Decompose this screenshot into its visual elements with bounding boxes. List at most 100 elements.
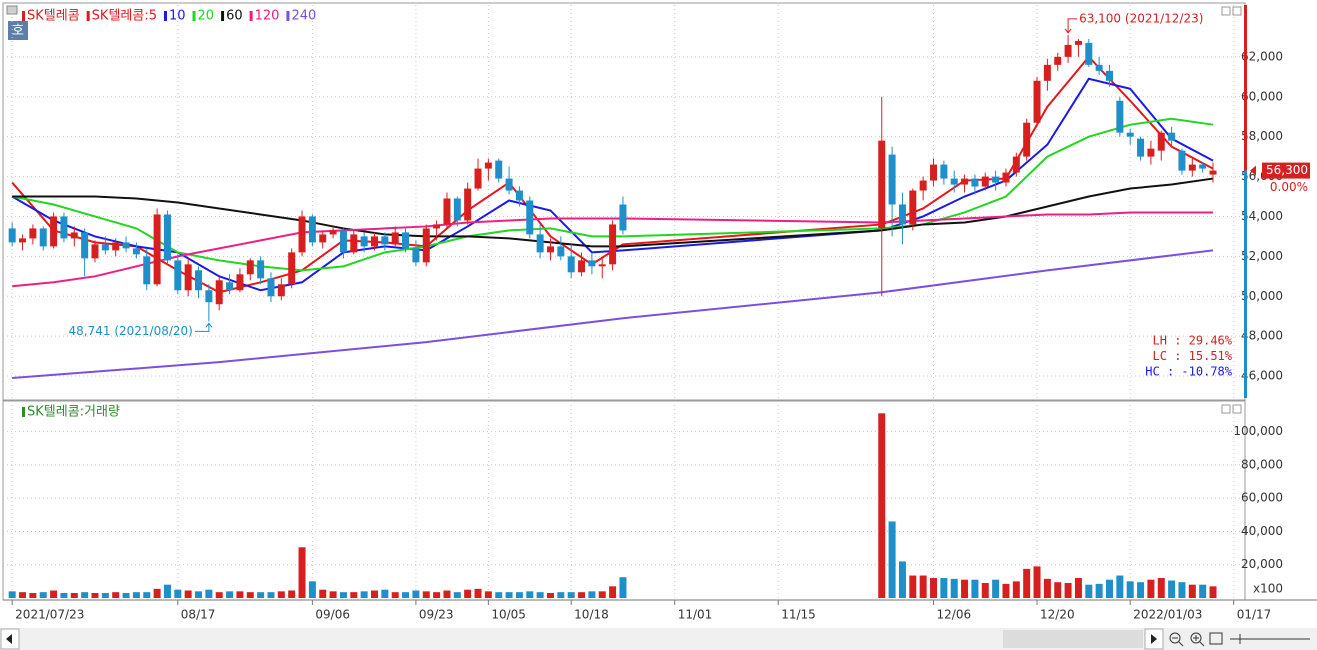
- scroll-left-arrow: [6, 634, 12, 644]
- volume-bar: [950, 578, 958, 598]
- volume-bar: [981, 583, 989, 598]
- candle-body: [267, 278, 275, 297]
- volume-bar: [1209, 586, 1217, 598]
- volume-bar: [319, 589, 327, 598]
- scroll-thumb[interactable]: [1003, 630, 1143, 648]
- candle-body: [132, 248, 140, 255]
- candle-body: [381, 236, 389, 245]
- y-tick-label: 58,000: [1241, 129, 1283, 143]
- candle-body: [484, 162, 492, 169]
- candle-body: [919, 180, 927, 191]
- volume-bar: [226, 591, 234, 598]
- window-button[interactable]: [1232, 6, 1242, 16]
- candle-body: [1209, 170, 1217, 175]
- candle-body: [940, 164, 948, 179]
- volume-bar: [19, 592, 27, 598]
- candle-body: [195, 270, 203, 291]
- volume-bar: [1157, 578, 1165, 598]
- candle-body: [70, 232, 78, 239]
- candle-body: [101, 244, 109, 251]
- volume-bar: [1074, 578, 1082, 598]
- corner-box[interactable]: [8, 21, 28, 40]
- volume-bar: [350, 592, 358, 598]
- y-tick-label: 60,000: [1241, 491, 1283, 505]
- window-button[interactable]: [1221, 404, 1231, 414]
- volume-bar: [1023, 568, 1031, 598]
- candle-body: [981, 176, 989, 187]
- ma-line: [12, 249, 1214, 380]
- volume-bar: [598, 591, 606, 598]
- volume-bar: [298, 547, 306, 598]
- volume-bar: [1168, 580, 1176, 598]
- volume-bar: [1105, 579, 1113, 598]
- legend-marker: [22, 11, 25, 21]
- volume-bar: [1043, 578, 1051, 598]
- candle-body: [91, 244, 99, 259]
- candle-body: [1157, 132, 1165, 151]
- x-tick-label: 08/17: [181, 608, 216, 622]
- volume-bar: [101, 593, 109, 598]
- volume-bar: [898, 561, 906, 598]
- volume-bar: [930, 578, 938, 598]
- candle-body: [505, 178, 513, 191]
- volume-bar: [8, 591, 16, 598]
- legend-marker: [192, 11, 196, 21]
- window-button[interactable]: [1221, 6, 1231, 16]
- candle-body: [950, 178, 958, 185]
- candle-body: [184, 264, 192, 291]
- volume-bar: [1095, 583, 1103, 598]
- candle-body: [412, 248, 420, 263]
- volume-bar: [578, 592, 586, 598]
- candle-body: [609, 224, 617, 265]
- candle-body: [464, 188, 472, 221]
- legend-label: 240: [291, 9, 316, 24]
- y-tick-label: 40,000: [1241, 524, 1283, 538]
- volume-bar: [329, 591, 337, 598]
- candle-body: [153, 214, 161, 285]
- candle-body: [288, 252, 296, 285]
- volume-bar: [588, 591, 596, 598]
- x-tick-label: 2021/07/23: [15, 608, 84, 622]
- stat-label: HC : -10.78%: [1145, 365, 1232, 379]
- candle-body: [1085, 42, 1093, 65]
- volume-bar: [246, 592, 254, 598]
- y-tick-label: 60,000: [1241, 89, 1283, 103]
- volume-bar: [60, 593, 68, 598]
- y-tick-label: 50,000: [1241, 289, 1283, 303]
- volume-bar: [153, 588, 161, 598]
- x-tick-label: 11/15: [781, 608, 816, 622]
- candle-body: [1137, 138, 1145, 157]
- candle-body: [1168, 132, 1176, 141]
- candle-body: [1178, 150, 1186, 171]
- y-tick-label: 20,000: [1241, 557, 1283, 571]
- candle-body: [557, 246, 565, 257]
- candle-body: [619, 204, 627, 231]
- legend-label: SK텔레콤: [27, 9, 80, 24]
- volume-bar: [91, 593, 99, 598]
- x-tick-label: 01/17: [1237, 608, 1272, 622]
- scrollbar: [0, 628, 1317, 650]
- candle-body: [1043, 64, 1051, 81]
- ma-line: [12, 177, 1214, 248]
- candle-body: [578, 260, 586, 273]
- candle-body: [1188, 164, 1196, 171]
- candle-body: [50, 216, 58, 247]
- volume-bar: [132, 592, 140, 598]
- candle-body: [370, 236, 378, 247]
- volume-bar: [567, 592, 575, 598]
- volume-bar: [515, 592, 523, 598]
- window-button[interactable]: [1232, 404, 1242, 414]
- y-tick-label: 100,000: [1233, 424, 1283, 438]
- volume-bar: [909, 575, 917, 598]
- candle-body: [339, 230, 347, 253]
- candle-body: [402, 232, 410, 249]
- zoom-controls[interactable]: [1169, 632, 1310, 647]
- candle-body: [1054, 56, 1062, 65]
- last-price-label: 56,300: [1266, 163, 1308, 177]
- y-tick-label: 48,000: [1241, 329, 1283, 343]
- volume-bar: [1085, 584, 1093, 598]
- candle-body: [19, 238, 27, 243]
- plot: 46,00048,00050,00052,00054,00056,00058,0…: [7, 5, 1310, 622]
- volume-bar: [1188, 584, 1196, 598]
- candle-body: [546, 246, 554, 253]
